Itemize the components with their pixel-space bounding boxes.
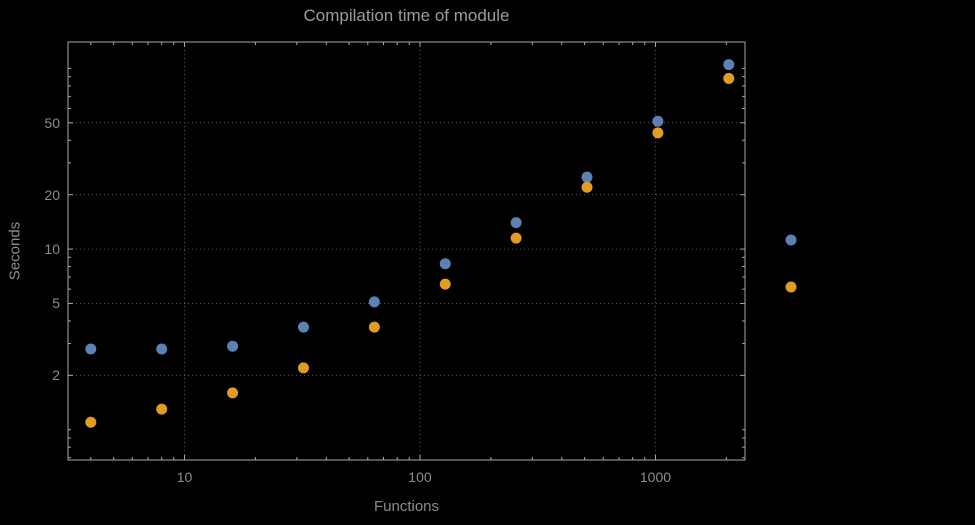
y-axis-label: Seconds [6,221,24,281]
data-point-series-1-blue [652,115,664,127]
x-tick-label: 100 [408,469,432,485]
data-point-series-2-orange [581,181,593,193]
data-point-series-2-orange [156,403,168,415]
data-point-series-2-orange [652,127,664,139]
data-point-series-1-blue [510,217,522,229]
legend-marker-series-1-blue [785,234,797,246]
data-point-series-2-orange [227,387,239,399]
x-tick-label: 1000 [639,469,672,485]
y-tick-label: 20 [44,186,60,203]
legend-marker-series-2-orange [785,281,797,293]
chart-title: Compilation time of module [303,6,510,25]
y-tick-label: 2 [52,367,60,384]
data-point-series-1-blue [85,343,97,355]
data-point-series-1-blue [581,171,593,183]
data-point-series-2-orange [723,72,735,84]
data-point-series-1-blue [227,340,239,352]
data-point-series-2-orange [510,232,522,244]
data-point-series-1-blue [368,296,380,308]
y-tick-label: 50 [44,114,60,131]
data-point-series-1-blue [156,343,168,355]
data-point-series-1-blue [723,59,735,71]
data-point-series-2-orange [297,362,309,374]
data-point-series-2-orange [85,416,97,428]
x-axis-label: Functions [373,498,440,515]
y-tick-label: 5 [52,295,60,312]
data-point-series-2-orange [368,321,380,333]
data-point-series-2-orange [439,278,451,290]
data-point-series-1-blue [439,258,451,270]
data-point-series-1-blue [297,321,309,333]
plot-frame [67,41,746,461]
y-tick-label: 10 [44,241,60,258]
x-tick-label: 10 [176,469,193,485]
